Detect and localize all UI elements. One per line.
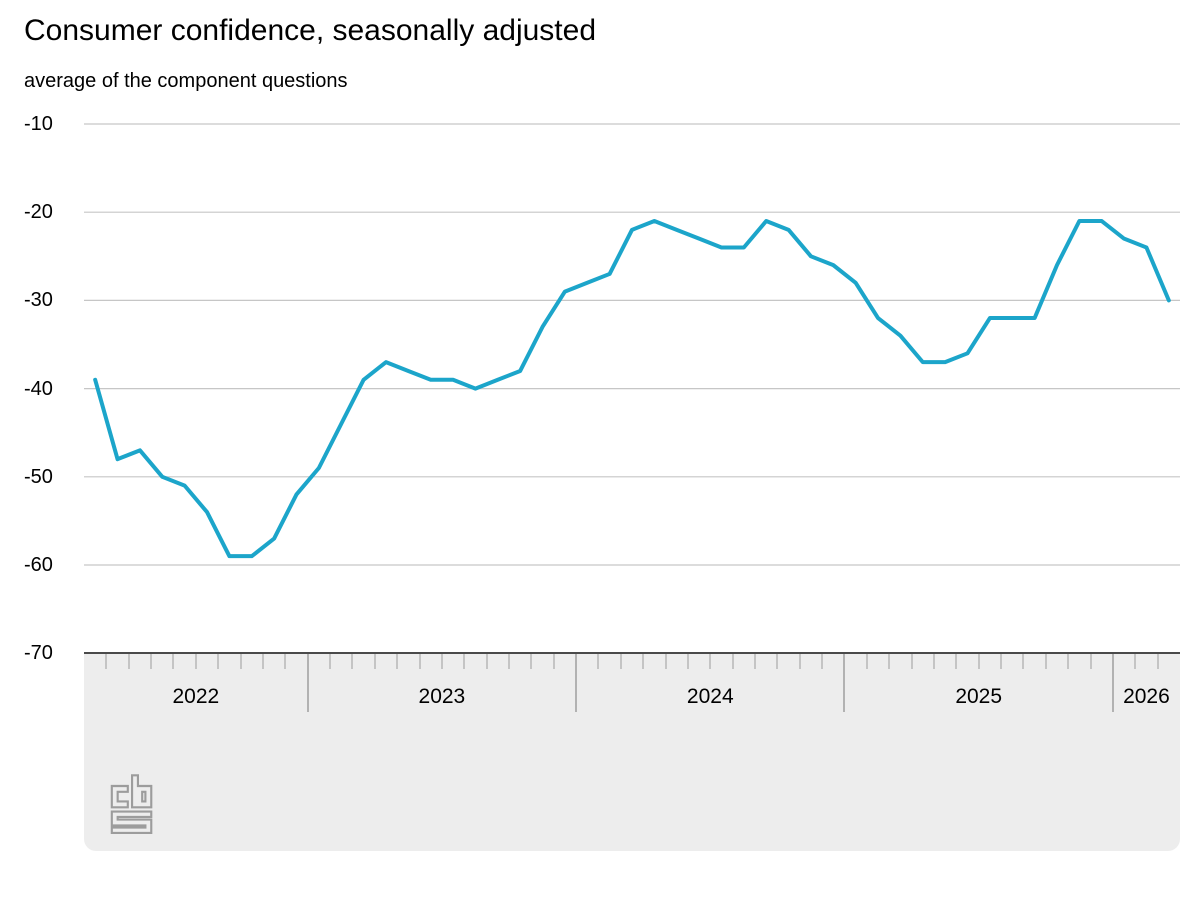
month-tick [731,654,734,669]
month-tick [664,654,667,669]
month-tick [418,654,421,669]
month-tick [888,654,891,669]
chart-subtitle: average of the component questions [24,70,348,92]
month-tick [440,654,443,669]
month-tick [597,654,600,669]
month-tick [351,654,354,669]
month-tick [194,654,197,669]
month-tick [552,654,555,669]
month-tick [1134,654,1137,669]
month-tick [776,654,779,669]
year-separator-line [843,654,846,712]
y-tick-label: -50 [24,465,53,488]
month-tick [1156,654,1159,669]
series-line [93,219,1171,559]
cbs-logo [110,774,153,834]
year-label: 2025 [955,685,1003,708]
month-tick [329,654,332,669]
cbs-logo-letter-c [110,784,129,809]
month-tick [910,654,913,669]
month-tick [1022,654,1025,669]
year-label: 2024 [686,685,734,708]
y-tick-label: -60 [24,554,53,576]
month-tick [1044,654,1047,669]
month-tick [485,654,488,669]
month-tick [754,654,757,669]
month-tick [239,654,242,669]
y-tick-label: -20 [24,201,53,224]
month-tick [105,654,108,669]
year-label: 2023 [418,685,466,708]
cbs-logo-letter-b-counter [141,790,147,803]
year-separator-line [575,654,578,712]
month-tick [1000,654,1003,669]
month-tick [977,654,980,669]
month-tick [530,654,533,669]
y-tick-label: -10 [24,113,53,135]
month-tick [798,654,801,669]
month-tick [932,654,935,669]
month-tick [686,654,689,669]
y-tick-label: -30 [24,289,53,312]
month-tick [463,654,466,669]
month-tick [709,654,712,669]
month-tick [172,654,175,669]
month-tick [821,654,824,669]
chart-title: Consumer confidence, seasonally adjusted [24,14,597,47]
year-separator-line [306,654,309,712]
y-tick-label: -40 [24,377,53,400]
month-tick [1067,654,1070,669]
year-separator-line [1111,654,1114,712]
month-tick [373,654,376,669]
month-tick [865,654,868,669]
y-tick-label: -70 [24,642,53,665]
cbs-logo-letter-s [110,810,153,834]
month-tick [1089,654,1092,669]
month-tick [955,654,958,669]
month-tick [396,654,399,669]
year-label: 2022 [172,685,220,708]
month-tick [284,654,287,669]
month-tick [642,654,645,669]
year-label: 2026 [1123,685,1170,708]
month-tick [507,654,510,669]
month-tick [217,654,220,669]
month-tick [150,654,153,669]
month-tick [619,654,622,669]
month-tick [261,654,264,669]
x-axis-band: 2022 2023 2024 2025 2026 [84,652,1180,851]
cbs-logo-letter-b [131,774,153,809]
month-tick [127,654,130,669]
